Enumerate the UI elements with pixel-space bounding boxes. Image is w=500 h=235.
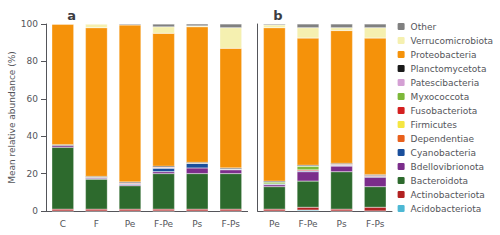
svg-text:Pe: Pe bbox=[269, 219, 280, 229]
svg-text:F-Pe: F-Pe bbox=[298, 219, 318, 229]
svg-text:Proteobacteria: Proteobacteria bbox=[411, 50, 477, 60]
svg-text:20: 20 bbox=[27, 169, 39, 179]
svg-text:F-Pe: F-Pe bbox=[154, 219, 174, 229]
svg-text:Myxococcota: Myxococcota bbox=[411, 92, 470, 102]
svg-text:C: C bbox=[60, 219, 66, 229]
svg-text:Actinobacteriota: Actinobacteriota bbox=[411, 190, 485, 200]
svg-text:Planctomycetota: Planctomycetota bbox=[411, 64, 487, 74]
svg-text:F: F bbox=[94, 219, 99, 229]
svg-text:b: b bbox=[273, 8, 282, 23]
svg-text:Fusobacteriota: Fusobacteriota bbox=[411, 106, 478, 116]
svg-text:Patescibacteria: Patescibacteria bbox=[411, 78, 480, 88]
svg-text:80: 80 bbox=[27, 56, 39, 66]
svg-text:Dependentiae: Dependentiae bbox=[411, 134, 475, 144]
svg-text:Pe: Pe bbox=[125, 219, 136, 229]
svg-text:Mean relative abundance (%): Mean relative abundance (%) bbox=[7, 51, 17, 184]
svg-text:Bacteroidota: Bacteroidota bbox=[411, 176, 468, 186]
svg-text:Acidobacteriota: Acidobacteriota bbox=[411, 204, 482, 214]
svg-text:40: 40 bbox=[27, 131, 39, 141]
svg-text:Ps: Ps bbox=[337, 219, 347, 229]
svg-text:F-Ps: F-Ps bbox=[366, 219, 385, 229]
svg-text:Ps: Ps bbox=[192, 219, 202, 229]
svg-text:Verrucomicrobiota: Verrucomicrobiota bbox=[411, 36, 493, 46]
svg-text:a: a bbox=[67, 8, 76, 23]
svg-text:F-Ps: F-Ps bbox=[222, 219, 241, 229]
svg-text:60: 60 bbox=[27, 94, 39, 104]
svg-text:Bdellovibrionota: Bdellovibrionota bbox=[411, 162, 484, 172]
svg-text:Firmicutes: Firmicutes bbox=[411, 120, 458, 130]
svg-text:Cyanobacteria: Cyanobacteria bbox=[411, 148, 476, 158]
svg-text:Other: Other bbox=[411, 22, 437, 32]
svg-text:100: 100 bbox=[21, 19, 38, 29]
svg-text:0: 0 bbox=[32, 206, 38, 216]
